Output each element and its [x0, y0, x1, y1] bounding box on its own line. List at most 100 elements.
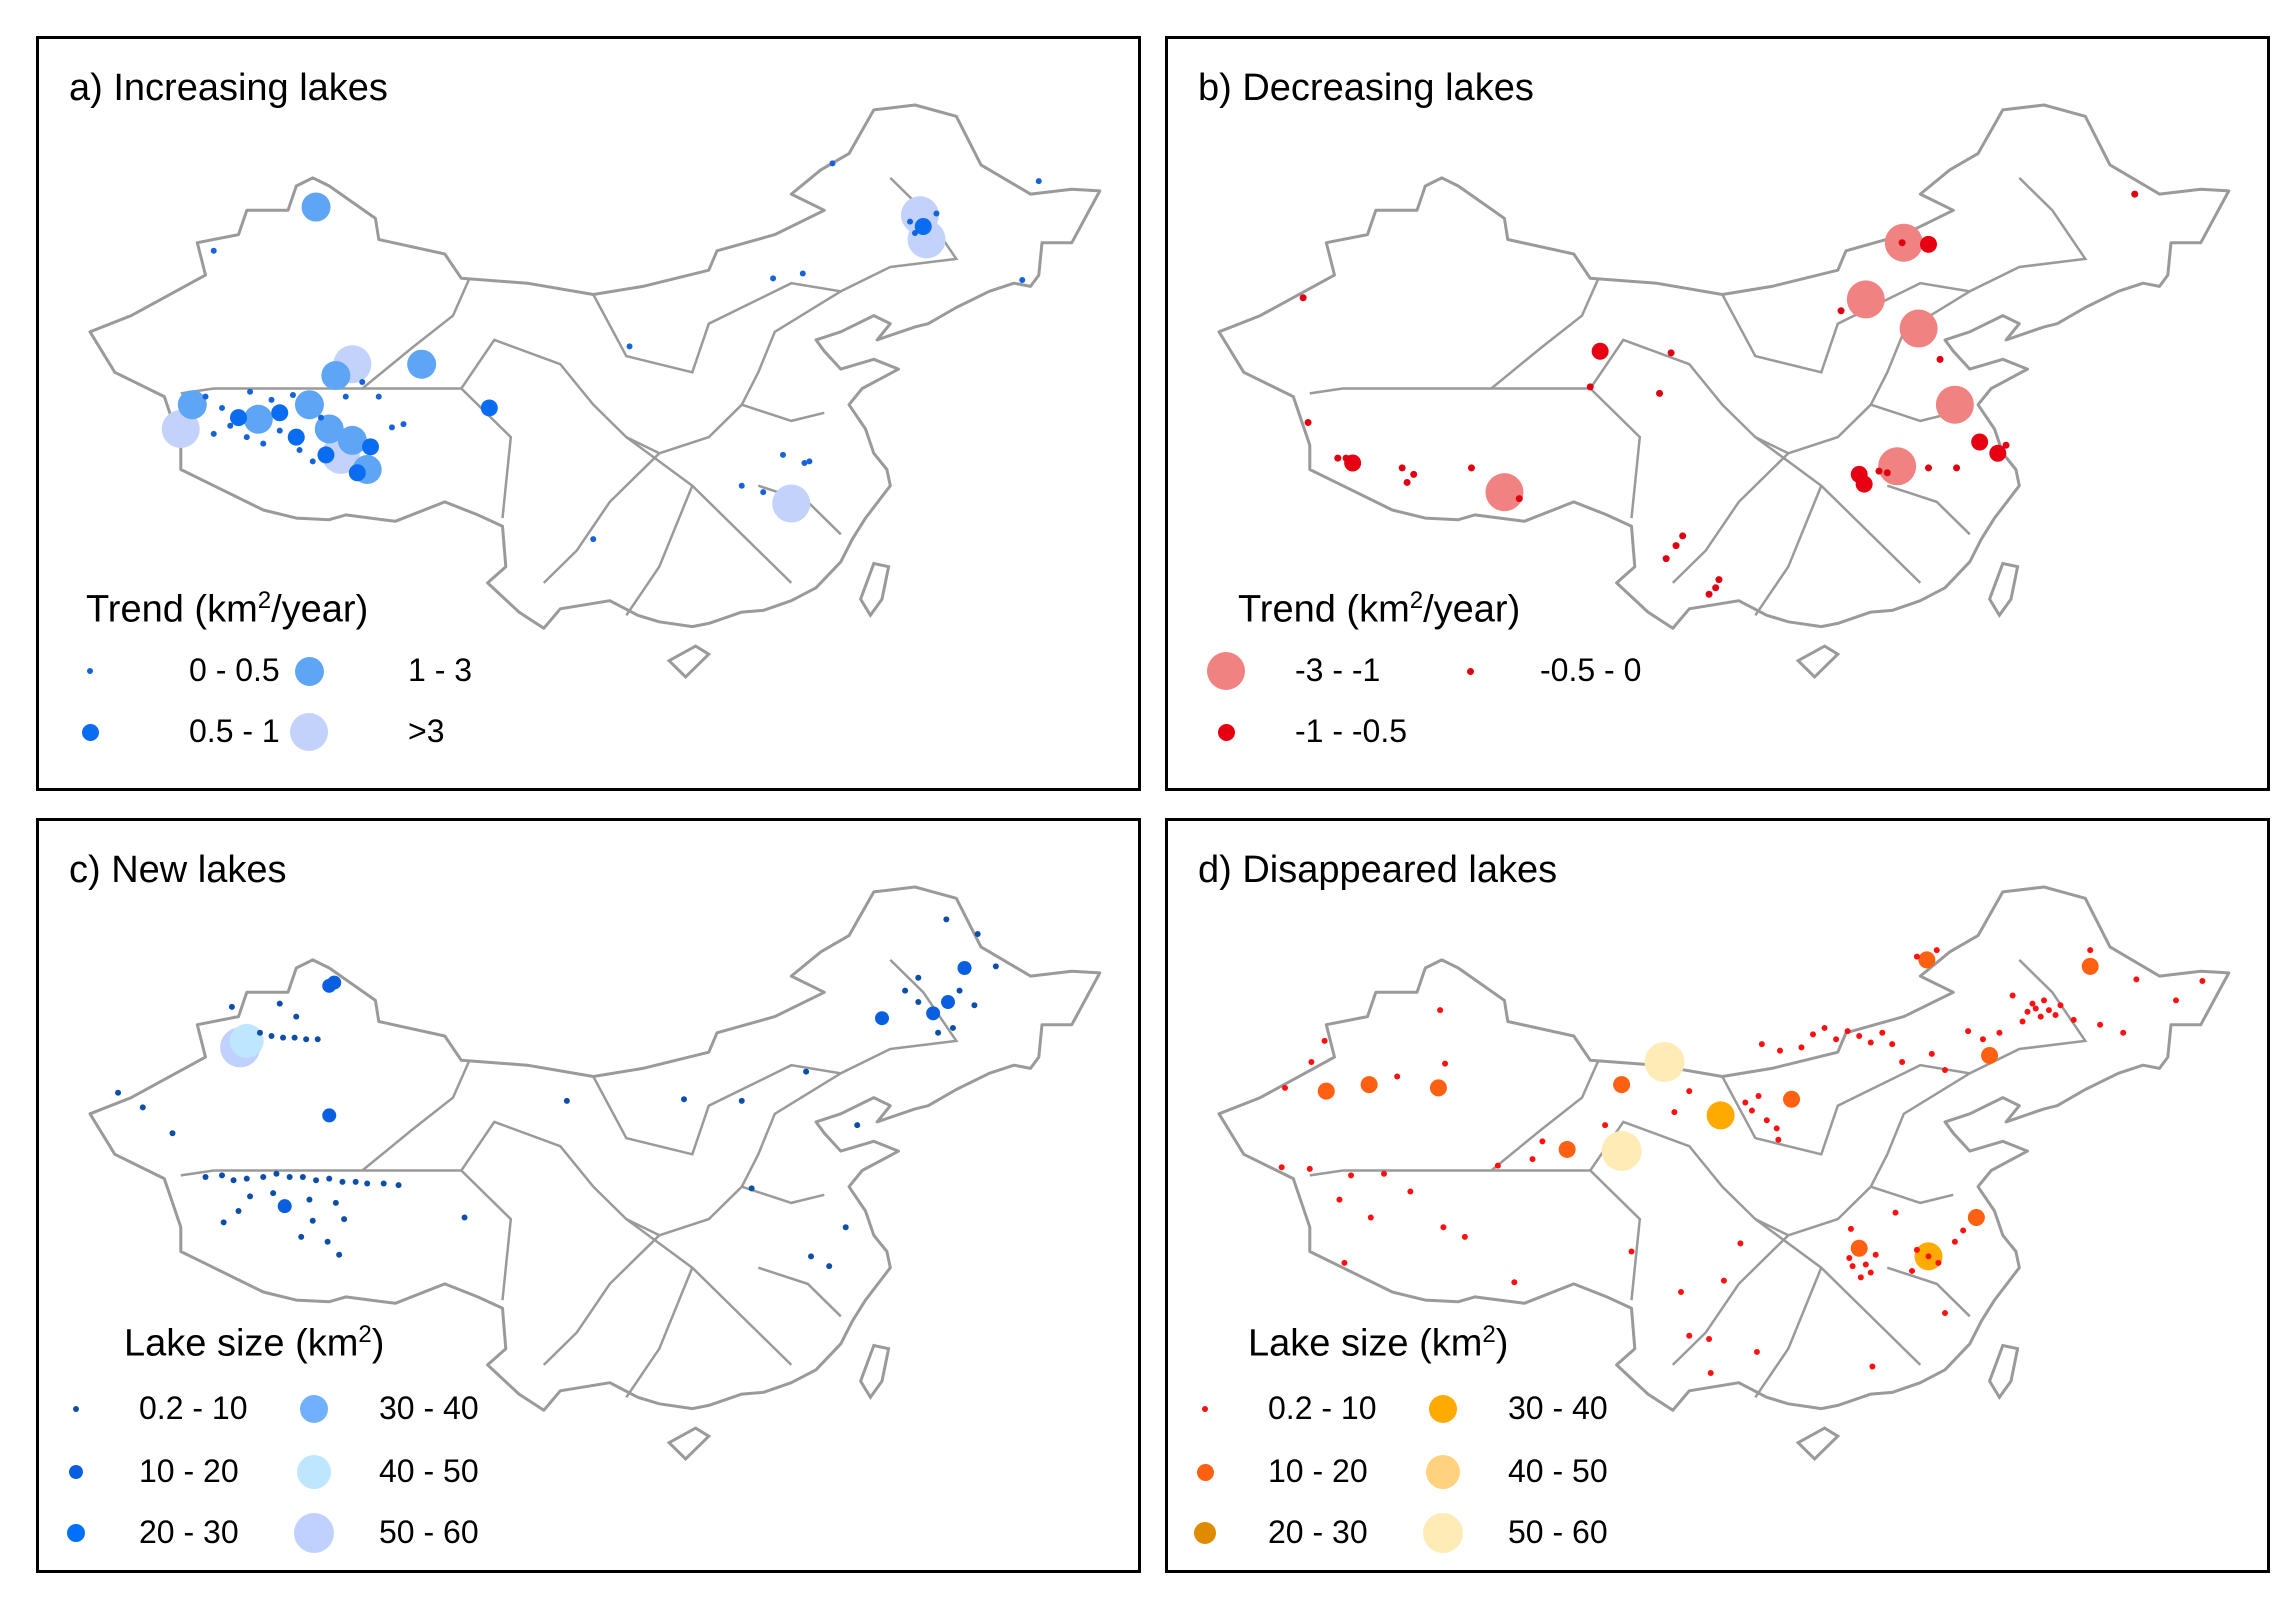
lake-point	[1909, 1267, 1915, 1274]
province-boundary	[1870, 1185, 1954, 1205]
province-boundary	[1754, 1267, 1823, 1399]
lake-point	[992, 963, 999, 970]
lake-point	[1821, 1024, 1828, 1031]
lake-point	[2029, 1000, 2036, 1007]
lake-point	[260, 440, 267, 447]
lake-point	[563, 1097, 570, 1104]
lake-point	[2009, 992, 2016, 999]
legend-title-superscript: 2	[257, 587, 272, 614]
lake-point	[303, 1036, 310, 1043]
lake-point	[247, 388, 254, 395]
legend-title-text: /year)	[1423, 588, 1521, 631]
legend-label: -0.5 - 0	[1540, 652, 1642, 688]
lake-point	[268, 1033, 275, 1040]
province-boundary	[542, 452, 661, 584]
lake-point	[161, 410, 200, 448]
lake-point	[1913, 1246, 1920, 1253]
province-boundary	[658, 290, 842, 455]
lake-point	[243, 1175, 250, 1182]
legend-symbol	[1194, 1522, 1216, 1544]
lake-point	[388, 424, 395, 431]
lake-point	[829, 160, 836, 167]
legend-label: >3	[408, 713, 445, 749]
lake-point	[407, 349, 437, 379]
taiwan-outline	[1987, 561, 2020, 619]
lake-point	[1306, 1165, 1313, 1172]
legend-symbol	[294, 1513, 334, 1553]
lake-point	[1715, 576, 1723, 584]
lake-point	[681, 1096, 687, 1103]
legend-label: 50 - 60	[379, 1514, 479, 1550]
lake-point	[395, 1182, 402, 1189]
legend-symbol	[1466, 667, 1474, 675]
province-boundary	[1754, 1218, 1922, 1366]
lake-point	[1282, 1084, 1288, 1091]
lake-point	[324, 1238, 331, 1245]
lake-point	[915, 974, 922, 981]
province-boundary	[592, 959, 959, 1156]
lake-point	[1755, 1092, 1762, 1099]
lake-point	[1981, 1046, 1999, 1064]
lake-point	[1321, 1037, 1328, 1044]
legend-symbol	[1423, 1513, 1463, 1553]
lake-point	[2032, 1005, 2039, 1012]
lake-point	[326, 1175, 333, 1182]
lake-point	[2133, 976, 2140, 983]
lake-point	[806, 458, 813, 465]
legend-label: 20 - 30	[1268, 1514, 1368, 1550]
lake-point	[590, 536, 597, 543]
lake-point	[1758, 1041, 1765, 1048]
province-boundary	[625, 436, 793, 584]
lake-point	[956, 987, 963, 994]
lake-point	[748, 1185, 755, 1192]
hainan-outline	[666, 644, 712, 680]
lake-point	[941, 995, 955, 1010]
lake-point	[1971, 433, 1989, 451]
lake-point	[933, 210, 940, 217]
lake-point	[1686, 1332, 1693, 1339]
lake-point	[277, 1199, 292, 1214]
lake-point	[1935, 1259, 1942, 1266]
lake-point	[306, 1196, 313, 1203]
legend-label: 10 - 20	[1268, 1453, 1368, 1489]
panel-title: a) Increasing lakes	[69, 67, 388, 109]
province-boundary	[1787, 1072, 1971, 1237]
province-boundary	[1671, 452, 1790, 584]
lake-point	[1317, 1082, 1335, 1100]
lake-point	[1485, 473, 1524, 512]
legend-label: 40 - 50	[1508, 1453, 1608, 1489]
lake-point	[1810, 1031, 1816, 1038]
lake-point	[808, 1253, 815, 1260]
lake-point	[321, 361, 351, 391]
legend-title-text: Trend (km	[1238, 588, 1410, 631]
legend-symbol	[1207, 652, 1245, 690]
lake-point	[1798, 1044, 1805, 1051]
lake-point	[1601, 1131, 1642, 1172]
province-boundary	[362, 1169, 513, 1301]
lake-point	[914, 218, 932, 235]
province-boundary	[625, 1267, 694, 1399]
lake-point	[1777, 1047, 1783, 1054]
lake-point	[1855, 475, 1873, 493]
lake-point	[202, 1173, 209, 1180]
lake-point	[1440, 1224, 1447, 1231]
lake-point	[2002, 441, 2010, 449]
lake-point	[461, 1214, 468, 1221]
lake-point	[314, 414, 344, 444]
legend-title-text: /year)	[271, 588, 369, 631]
lake-point	[1467, 464, 1475, 472]
lake-point	[1942, 1310, 1948, 1317]
lake-point	[480, 399, 498, 417]
lake-point	[348, 464, 366, 482]
lake-point	[1763, 1117, 1770, 1124]
lake-point	[1613, 1076, 1631, 1094]
legend-symbol	[294, 656, 324, 686]
legend-label: 20 - 30	[139, 1514, 239, 1550]
lake-point	[854, 1122, 861, 1129]
lake-point	[926, 1006, 941, 1021]
legend-title: Trend (km2/year)	[1238, 587, 1520, 632]
lake-point	[1334, 454, 1342, 462]
legend-label: -1 - -0.5	[1295, 713, 1408, 749]
lake-point	[2024, 1008, 2031, 1015]
lake-point	[1656, 389, 1664, 397]
